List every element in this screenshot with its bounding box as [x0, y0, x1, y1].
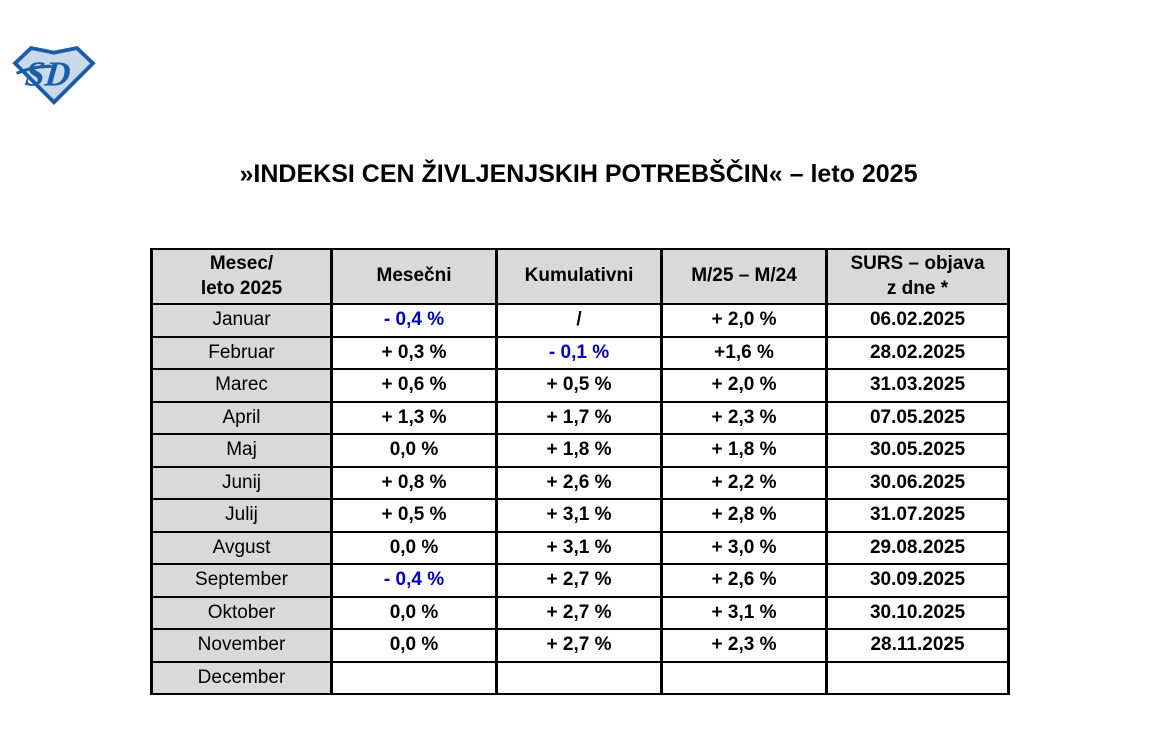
surs-date-cell: 31.03.2025: [825, 368, 1010, 403]
header-line: z dne *: [886, 277, 949, 299]
m25-m24-cell: + 3,1 %: [660, 595, 828, 630]
month-cell: Februar: [150, 335, 333, 370]
table-row: April + 1,3 % + 1,7 % + 2,3 % 07.05.2025: [150, 400, 1010, 435]
mesecni-cell: 0,0 %: [330, 595, 498, 630]
m25-m24-cell: + 2,0 %: [660, 303, 828, 338]
surs-date-cell: 31.07.2025: [825, 498, 1010, 533]
sd-diamond-logo: SD: [12, 45, 96, 105]
surs-date-cell: [825, 660, 1010, 695]
month-cell: Julij: [150, 498, 333, 533]
m25-m24-cell: + 2,6 %: [660, 563, 828, 598]
m25-m24-cell: + 1,8 %: [660, 433, 828, 468]
table-row: Marec + 0,6 % + 0,5 % + 2,0 % 31.03.2025: [150, 368, 1010, 403]
m25-m24-cell: +1,6 %: [660, 335, 828, 370]
surs-date-cell: 30.10.2025: [825, 595, 1010, 630]
kumulativni-cell: + 3,1 %: [495, 498, 663, 533]
month-cell: Avgust: [150, 530, 333, 565]
logo-diamond-shape: [12, 45, 96, 105]
mesecni-cell: + 0,8 %: [330, 465, 498, 500]
table-row: September - 0,4 % + 2,7 % + 2,6 % 30.09.2025: [150, 563, 1010, 598]
mesecni-cell: 0,0 %: [330, 433, 498, 468]
kumulativni-cell: + 2,7 %: [495, 563, 663, 598]
kumulativni-cell: + 2,7 %: [495, 595, 663, 630]
kumulativni-cell: /: [495, 303, 663, 338]
surs-date-cell: 28.02.2025: [825, 335, 1010, 370]
month-cell: November: [150, 628, 333, 663]
surs-date-cell: 29.08.2025: [825, 530, 1010, 565]
mesecni-cell: - 0,4 %: [330, 303, 498, 338]
kumulativni-cell: [495, 660, 663, 695]
table-row: Julij + 0,5 % + 3,1 % + 2,8 % 31.07.2025: [150, 498, 1010, 533]
mesecni-cell: + 1,3 %: [330, 400, 498, 435]
m25-m24-cell: + 2,0 %: [660, 368, 828, 403]
table-header: Mesec/ leto 2025 Mesečni Kumulativni M/2…: [150, 248, 1010, 305]
header-row: Mesec/ leto 2025 Mesečni Kumulativni M/2…: [150, 248, 1010, 305]
m25-m24-cell: + 2,2 %: [660, 465, 828, 500]
col-header-m25-m24: M/25 – M/24: [660, 248, 828, 305]
header-line: Kumulativni: [524, 265, 634, 287]
m25-m24-cell: [660, 660, 828, 695]
mesecni-cell: + 0,3 %: [330, 335, 498, 370]
table-row: December: [150, 660, 1010, 695]
mesecni-cell: 0,0 %: [330, 530, 498, 565]
month-cell: December: [150, 660, 333, 695]
col-header-mesecni: Mesečni: [330, 248, 498, 305]
month-cell: Januar: [150, 303, 333, 338]
mesecni-cell: + 0,5 %: [330, 498, 498, 533]
logo-swoosh: [15, 64, 52, 75]
month-cell: Maj: [150, 433, 333, 468]
surs-date-cell: 30.09.2025: [825, 563, 1010, 598]
col-header-kumulativni: Kumulativni: [495, 248, 663, 305]
kumulativni-cell: - 0,1 %: [495, 335, 663, 370]
table-row: Oktober 0,0 % + 2,7 % + 3,1 % 30.10.2025: [150, 595, 1010, 630]
kumulativni-cell: + 1,7 %: [495, 400, 663, 435]
cpi-table: Mesec/ leto 2025 Mesečni Kumulativni M/2…: [150, 248, 1010, 695]
surs-date-cell: 28.11.2025: [825, 628, 1010, 663]
mesecni-cell: 0,0 %: [330, 628, 498, 663]
table-body: Januar - 0,4 % / + 2,0 % 06.02.2025 Februar + …: [150, 303, 1010, 695]
col-header-surs-objava: SURS – objava z dne *: [825, 248, 1010, 305]
page-title: »INDEKSI CEN ŽIVLJENJSKIH POTREBŠČIN« – …: [239, 160, 918, 188]
mesecni-cell: - 0,4 %: [330, 563, 498, 598]
table-row: Maj 0,0 % + 1,8 % + 1,8 % 30.05.2025: [150, 433, 1010, 468]
month-cell: Marec: [150, 368, 333, 403]
kumulativni-cell: + 3,1 %: [495, 530, 663, 565]
header-line: Mesec/: [209, 252, 274, 274]
kumulativni-cell: + 0,5 %: [495, 368, 663, 403]
month-cell: September: [150, 563, 333, 598]
table-row: Februar + 0,3 % - 0,1 % +1,6 % 28.02.2025: [150, 335, 1010, 370]
m25-m24-cell: + 2,8 %: [660, 498, 828, 533]
surs-date-cell: 30.05.2025: [825, 433, 1010, 468]
table-row: Junij + 0,8 % + 2,6 % + 2,2 % 30.06.2025: [150, 465, 1010, 500]
month-cell: April: [150, 400, 333, 435]
table-row: Avgust 0,0 % + 3,1 % + 3,0 % 29.08.2025: [150, 530, 1010, 565]
col-header-mesec: Mesec/ leto 2025: [150, 248, 333, 305]
surs-date-cell: 06.02.2025: [825, 303, 1010, 338]
kumulativni-cell: + 2,6 %: [495, 465, 663, 500]
header-line: SURS – objava: [850, 252, 985, 274]
m25-m24-cell: + 2,3 %: [660, 628, 828, 663]
logo-letters: SD: [23, 55, 72, 94]
kumulativni-cell: + 2,7 %: [495, 628, 663, 663]
header-line: M/25 – M/24: [691, 265, 797, 287]
month-cell: Oktober: [150, 595, 333, 630]
month-cell: Junij: [150, 465, 333, 500]
m25-m24-cell: + 3,0 %: [660, 530, 828, 565]
surs-date-cell: 07.05.2025: [825, 400, 1010, 435]
m25-m24-cell: + 2,3 %: [660, 400, 828, 435]
table-row: Januar - 0,4 % / + 2,0 % 06.02.2025: [150, 303, 1010, 338]
table-row: November 0,0 % + 2,7 % + 2,3 % 28.11.2025: [150, 628, 1010, 663]
surs-date-cell: 30.06.2025: [825, 465, 1010, 500]
header-line: Mesečni: [376, 265, 452, 287]
mesecni-cell: + 0,6 %: [330, 368, 498, 403]
kumulativni-cell: + 1,8 %: [495, 433, 663, 468]
header-line: leto 2025: [200, 277, 283, 299]
mesecni-cell: [330, 660, 498, 695]
